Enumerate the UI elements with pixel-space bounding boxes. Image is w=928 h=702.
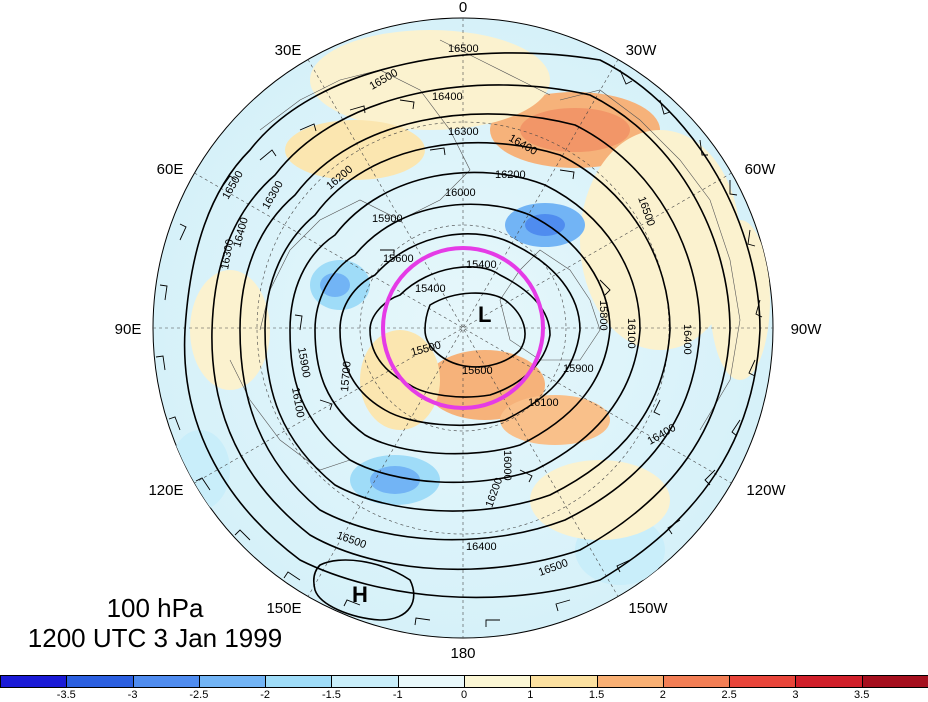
colorbar-tick-label: 1	[527, 689, 534, 701]
wind-barbs	[155, 69, 763, 627]
lon-label-30w: 30W	[626, 42, 658, 59]
colorbar-tick-label: -2	[260, 689, 271, 701]
lon-label-60w: 60W	[745, 161, 777, 178]
contour-label: 15700	[339, 361, 354, 393]
colorbar-segment	[596, 675, 664, 688]
lon-label-120w: 120W	[746, 482, 786, 499]
contour-label: 16400	[681, 324, 693, 355]
pressure-level-caption: 100 hPa	[106, 593, 204, 623]
contour-label: 16400	[466, 541, 497, 553]
contour-label: 15600	[462, 365, 493, 377]
contour-label: 16100	[289, 386, 306, 418]
colorbar-tick-label: -3.5	[56, 689, 76, 701]
colorbar-segment	[662, 675, 731, 688]
colorbar-tick-label: -1.5	[321, 689, 341, 701]
contour-label: 16100	[528, 397, 559, 409]
contour-label: 15600	[383, 253, 414, 265]
polar-map: 16500 16500 16400 16300 16400 16200 1620…	[115, 0, 823, 662]
lon-label-0: 0	[459, 0, 467, 16]
colorbar-tick-label: 3	[792, 689, 799, 701]
contour-label: 16200	[495, 169, 526, 181]
contour-label: 16300	[448, 126, 479, 138]
graticule	[153, 18, 773, 638]
height-contours	[183, 52, 761, 621]
colorbar-tick-label: 0	[460, 689, 468, 701]
lon-label-90e: 90E	[115, 321, 142, 338]
colorbar-segment	[0, 675, 68, 688]
lon-label-150w: 150W	[628, 600, 668, 617]
colorbar-tick-label: 1.5	[588, 689, 605, 701]
colorbar-segment	[530, 675, 598, 688]
colorbar-segment	[331, 675, 399, 688]
contour-label: 15800	[597, 300, 609, 331]
contour-label: 16300	[219, 238, 236, 270]
lon-label-150e: 150E	[266, 600, 301, 617]
colorbar-tick-label: 3.5	[854, 689, 870, 701]
contour-label: 15900	[563, 363, 594, 375]
colorbar: -3.5 -3 -2.5 -2 -1.5 -1 0 1 1.5 2 2.5 3 3.5	[0, 675, 928, 702]
high-pressure-marker: H	[352, 582, 368, 607]
colorbar-tick-label: 2.5	[721, 689, 737, 701]
colorbar-tick-label: -3	[127, 689, 138, 701]
coastlines	[229, 39, 741, 471]
contour-label: 15400	[466, 259, 497, 271]
colorbar-tick-label: 2	[659, 689, 666, 701]
contour-label: 16000	[445, 187, 476, 199]
lon-label-60e: 60E	[157, 161, 184, 178]
colorbar-tick-label: -2.5	[189, 689, 209, 701]
valid-time-caption: 1200 UTC 3 Jan 1999	[27, 623, 283, 653]
contour-label: 16000	[501, 450, 513, 481]
lon-label-120e: 120E	[148, 482, 183, 499]
colorbar-segment	[132, 675, 200, 688]
colorbar-segment	[795, 675, 863, 688]
colorbar-segment	[729, 675, 797, 688]
contour-label: 16500	[448, 43, 479, 55]
colorbar-segment	[464, 675, 532, 688]
colorbar-segment	[66, 675, 134, 688]
colorbar-segment	[265, 675, 333, 688]
contour-label: 16400	[432, 91, 463, 103]
lon-label-30e: 30E	[275, 42, 302, 59]
lon-label-90w: 90W	[791, 321, 823, 338]
colorbar-segment	[198, 675, 267, 688]
low-pressure-marker: L	[478, 302, 491, 327]
colorbar-segment	[861, 675, 928, 688]
contour-label: 16100	[625, 318, 637, 349]
colorbar-tick-label: -1	[392, 689, 403, 701]
contour-label: 15400	[415, 283, 446, 295]
contour-label: 15900	[372, 213, 403, 225]
highlight-circle	[381, 246, 545, 410]
longitude-labels: 0 30W 60W 90W 120W 150W 180 150E 120E 90…	[115, 0, 823, 662]
colorbar-segment	[397, 675, 465, 688]
lon-label-180: 180	[450, 645, 475, 662]
contour-label: 15900	[295, 346, 312, 378]
